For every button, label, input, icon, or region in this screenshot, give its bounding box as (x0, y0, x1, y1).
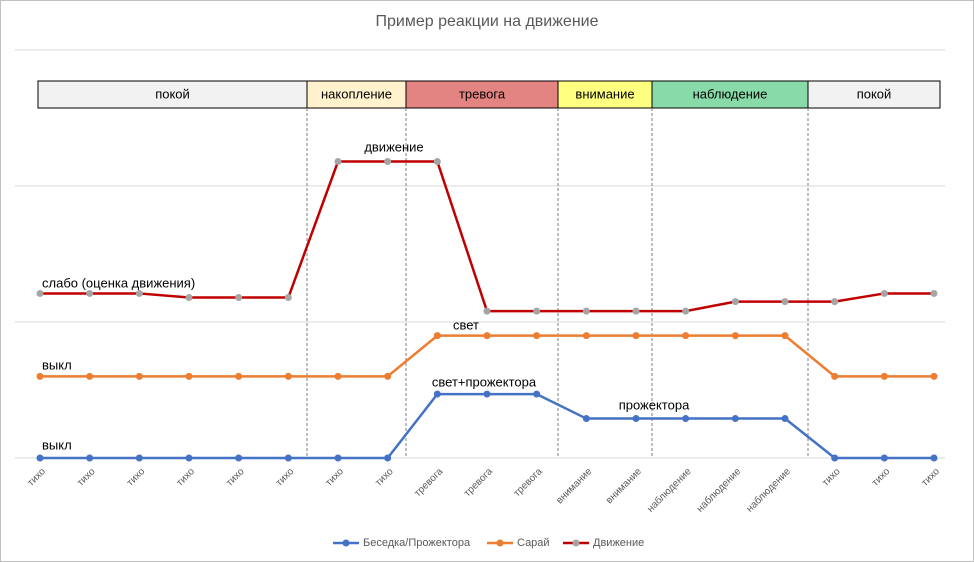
legend-marker (496, 539, 504, 547)
data-point (36, 289, 44, 297)
annotation: выкл (42, 437, 72, 452)
legend-marker (342, 539, 350, 547)
data-point (284, 454, 292, 462)
data-point (433, 390, 441, 398)
data-point (86, 454, 94, 462)
chart-title: Пример реакции на движение (376, 13, 599, 30)
data-point (880, 289, 888, 297)
annotation: слабо (оценка движения) (42, 275, 195, 290)
data-point (235, 372, 243, 380)
data-point (682, 332, 690, 340)
data-point (36, 372, 44, 380)
data-point (831, 372, 839, 380)
phase-label: тревога (459, 86, 506, 101)
data-point (831, 454, 839, 462)
data-point (384, 372, 392, 380)
data-point (880, 454, 888, 462)
data-point (334, 454, 342, 462)
data-point (483, 390, 491, 398)
phase-label: внимание (575, 86, 634, 101)
phase-box (37, 80, 308, 109)
data-point (433, 158, 441, 166)
data-point (86, 372, 94, 380)
data-point (781, 298, 789, 306)
data-point (880, 372, 888, 380)
data-point (483, 307, 491, 315)
data-point (682, 307, 690, 315)
data-point (731, 415, 739, 423)
phase-label: покой (155, 86, 190, 101)
data-point (582, 307, 590, 315)
data-point (831, 298, 839, 306)
data-point (384, 158, 392, 166)
data-point (334, 158, 342, 166)
data-point (284, 372, 292, 380)
data-point (930, 289, 938, 297)
annotation: прожектора (619, 397, 690, 412)
data-point (185, 454, 193, 462)
data-point (533, 390, 541, 398)
data-point (235, 454, 243, 462)
data-point (781, 415, 789, 423)
legend-label: Беседка/Прожектора (363, 537, 471, 549)
phase-label: покой (857, 86, 892, 101)
data-point (284, 294, 292, 302)
legend-label: Движение (593, 537, 644, 549)
phase-box (405, 80, 559, 109)
phase-box (651, 80, 809, 109)
phase-label: накопление (321, 86, 392, 101)
data-point (582, 332, 590, 340)
data-point (185, 372, 193, 380)
legend-marker (572, 539, 580, 547)
phase-label: наблюдение (693, 86, 768, 101)
data-point (731, 332, 739, 340)
data-point (135, 372, 143, 380)
data-point (384, 454, 392, 462)
data-point (781, 332, 789, 340)
phase-box (557, 80, 653, 109)
phase-box (807, 80, 941, 109)
data-point (334, 372, 342, 380)
data-point (632, 415, 640, 423)
data-point (533, 307, 541, 315)
annotation: свет (453, 317, 479, 332)
data-point (36, 454, 44, 462)
data-point (930, 454, 938, 462)
data-point (235, 294, 243, 302)
data-point (582, 415, 590, 423)
data-point (135, 289, 143, 297)
annotation: выкл (42, 357, 72, 372)
phase-box (306, 80, 407, 109)
data-point (86, 289, 94, 297)
data-point (930, 372, 938, 380)
data-point (433, 332, 441, 340)
data-point (185, 294, 193, 302)
data-point (682, 415, 690, 423)
data-point (483, 332, 491, 340)
data-point (731, 298, 739, 306)
legend-label: Сарай (517, 537, 550, 549)
data-point (533, 332, 541, 340)
data-point (632, 307, 640, 315)
annotation: свет+прожектора (432, 374, 537, 389)
data-point (632, 332, 640, 340)
data-point (135, 454, 143, 462)
annotation: движение (364, 139, 423, 154)
